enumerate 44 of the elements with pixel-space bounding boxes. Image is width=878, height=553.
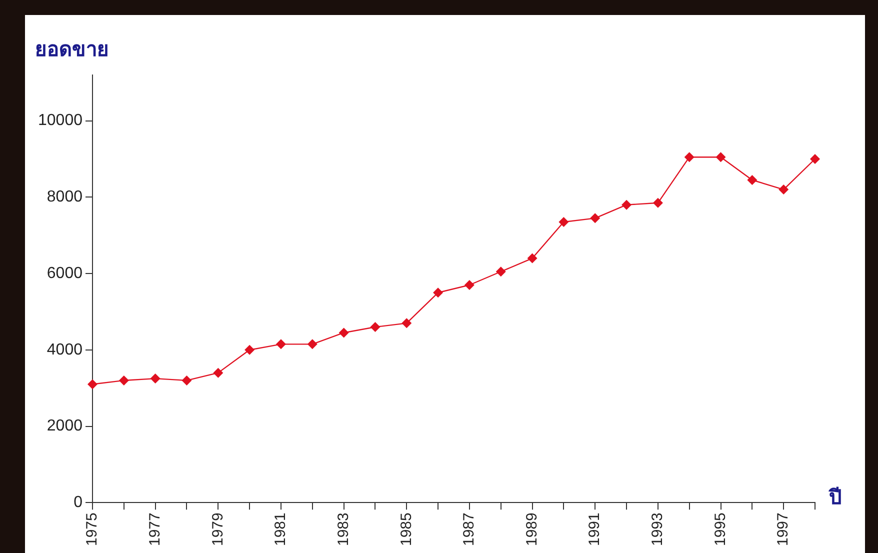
point — [182, 375, 192, 386]
y-tick-label: 2000 — [46, 418, 83, 435]
point — [118, 375, 129, 386]
point — [213, 368, 224, 378]
x-tick-label: 1977 — [146, 512, 164, 546]
point — [622, 200, 632, 210]
point — [402, 318, 412, 328]
point — [370, 322, 380, 332]
point — [276, 339, 286, 350]
x-tick-label: 1995 — [712, 512, 729, 546]
x-tick-label: 1991 — [586, 512, 604, 546]
x-tick-label: 1975 — [84, 512, 101, 546]
x-tick-label: 1981 — [272, 512, 290, 546]
y-tick-label: 4000 — [46, 341, 83, 358]
x-tick-label: 1997 — [774, 512, 792, 546]
point — [778, 184, 789, 195]
x-tick-label: 1983 — [334, 512, 352, 546]
point — [464, 280, 474, 290]
x-tick-label: 1989 — [523, 512, 540, 546]
point — [684, 152, 694, 162]
y-tick-label: 8000 — [46, 188, 83, 206]
point — [527, 253, 538, 264]
point — [652, 198, 663, 208]
point — [558, 217, 569, 227]
y-tick-label: 10000 — [38, 112, 83, 130]
x-tick-label: 1987 — [460, 512, 478, 546]
point — [338, 328, 349, 338]
x-tick-label: 1979 — [209, 512, 226, 546]
point — [747, 175, 758, 185]
point — [244, 344, 255, 355]
x-axis-title: ปี — [828, 484, 842, 509]
point — [87, 379, 98, 390]
point — [496, 266, 506, 277]
y-tick-label: 6000 — [46, 264, 83, 282]
x-tick-label: 1993 — [649, 512, 666, 546]
point — [590, 213, 600, 224]
y-tick-label: 0 — [74, 494, 83, 512]
point — [307, 339, 318, 350]
point — [716, 152, 726, 162]
point — [150, 374, 160, 384]
point — [810, 154, 820, 164]
y-axis-title: ยอดขาย — [35, 37, 109, 62]
x-tick-label: 1985 — [398, 512, 415, 546]
point — [433, 288, 444, 298]
